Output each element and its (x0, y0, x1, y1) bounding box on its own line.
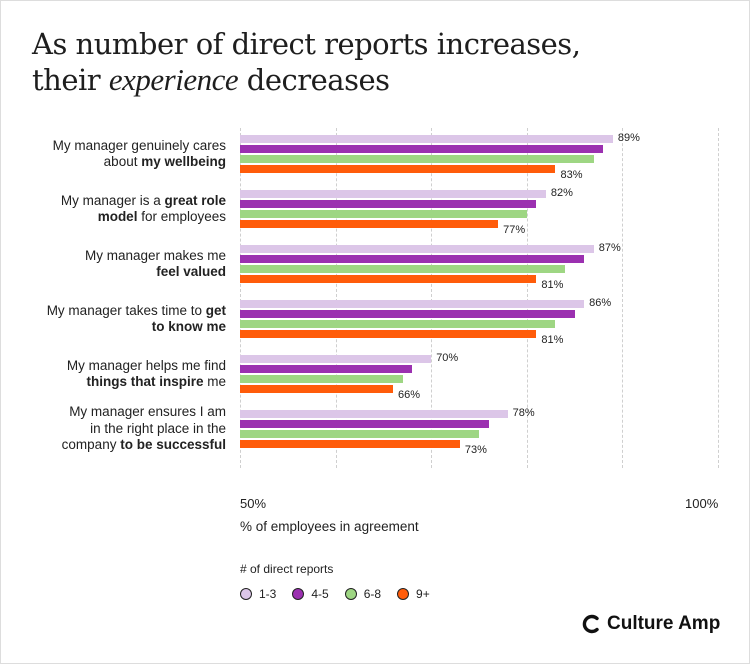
label-segment: about (103, 154, 142, 169)
legend-swatch (344, 588, 357, 600)
label-segment: things that inspire (86, 374, 204, 389)
bar-4-5 (240, 310, 575, 318)
data-label: 89% (617, 132, 640, 144)
legend-item: 9+ (397, 587, 430, 601)
bar-9+ (240, 440, 460, 448)
data-label: 73% (464, 444, 487, 456)
legend-label: 4-5 (311, 587, 329, 601)
bar-1-3 (240, 410, 508, 418)
bar-9+ (240, 165, 556, 173)
label-segment: to be successful (120, 437, 226, 453)
x-axis-label: % of employees in agreement (240, 519, 419, 534)
label-segment: to know me (151, 319, 226, 334)
label-segment: My manager genuinely cares (52, 137, 226, 153)
legend-swatch (292, 588, 305, 600)
legend: 1-3 4-5 6-8 9+ (240, 587, 430, 601)
category-label: My manager genuinely cares about my wellb… (53, 138, 226, 171)
title-emphasis: experience (108, 62, 239, 97)
data-label: 78% (512, 407, 535, 419)
data-label: 81% (541, 279, 564, 291)
bar-6-8 (240, 320, 556, 328)
label-segment: great role (164, 192, 226, 208)
label-segment: My manager ensures I am (69, 404, 226, 420)
bar-1-3 (240, 245, 594, 253)
label-segment: My manager makes me (84, 247, 226, 263)
bar-6-8 (240, 155, 594, 163)
bar-6-8 (240, 430, 479, 438)
legend-label: 1-3 (259, 587, 277, 601)
bar-1-3 (240, 135, 613, 143)
title-text: their (32, 63, 109, 97)
data-label: 66% (397, 389, 420, 401)
legend-label: 6-8 (363, 587, 382, 601)
bar-4-5 (240, 145, 604, 153)
x-tick-label: 50% (240, 496, 267, 511)
label-segment: company (61, 437, 121, 453)
gridline (335, 128, 337, 468)
bar-6-8 (240, 375, 403, 383)
bar-6-8 (240, 265, 566, 273)
bar-9+ (240, 385, 393, 393)
data-label: 82% (550, 187, 573, 199)
legend-item: 4-5 (292, 587, 329, 601)
logo-text: Culture Amp (607, 613, 721, 634)
label-segment: for employees (137, 209, 226, 224)
title-line-2: their experience decreases (32, 62, 580, 98)
legend-title: # of direct reports (240, 562, 334, 576)
chart-title: As number of direct reports increases, t… (32, 26, 581, 98)
label-segment: My manager is a (60, 192, 165, 208)
bar-4-5 (240, 420, 489, 428)
culture-amp-logo-icon (582, 614, 599, 634)
label-segment: feel valued (156, 264, 226, 279)
data-label: 87% (598, 242, 621, 254)
title-text: decreases (238, 63, 390, 97)
label-segment: get (205, 302, 226, 318)
bar-4-5 (240, 365, 413, 373)
label-segment: my wellbeing (141, 154, 226, 169)
category-label: My manager ensures I am in the right plac… (62, 404, 226, 454)
gridline (431, 128, 433, 468)
bar-4-5 (240, 200, 537, 208)
label-segment: My manager takes time to (46, 302, 206, 318)
bar-1-3 (240, 190, 546, 198)
legend-item: 1-3 (240, 587, 276, 601)
category-label: My manager takes time to get to know me (47, 303, 226, 336)
label-segment: me (203, 374, 226, 389)
bar-1-3 (240, 300, 585, 308)
bar-1-3 (240, 355, 432, 363)
gridline (718, 128, 719, 468)
legend-label: 9+ (416, 587, 430, 601)
bar-9+ (240, 220, 499, 228)
data-label: 86% (589, 297, 612, 309)
gridline (526, 128, 528, 468)
label-segment: model (97, 209, 138, 224)
data-label: 83% (560, 169, 583, 181)
category-label: My manager is a great role model for empl… (61, 193, 226, 226)
gridline (240, 128, 241, 468)
data-label: 81% (541, 334, 564, 346)
category-label: My manager helps me find things that insp… (67, 358, 226, 391)
label-segment: in the right place in the (90, 420, 226, 436)
data-label: 77% (503, 224, 526, 236)
bar-9+ (240, 275, 537, 283)
legend-item: 6-8 (344, 587, 382, 601)
culture-amp-logo: Culture Amp (582, 613, 720, 635)
legend-swatch (240, 588, 252, 600)
bar-9+ (240, 330, 537, 338)
gridline (622, 128, 624, 468)
data-label: 70% (436, 352, 459, 364)
bar-6-8 (240, 210, 527, 218)
label-segment: My manager helps me find (66, 357, 226, 373)
category-label: My manager makes me feel valued (85, 248, 226, 281)
legend-swatch (397, 588, 410, 600)
title-line-1: As number of direct reports increases, (32, 27, 581, 61)
bar-4-5 (240, 255, 585, 263)
x-tick-label: 100% (685, 496, 719, 511)
